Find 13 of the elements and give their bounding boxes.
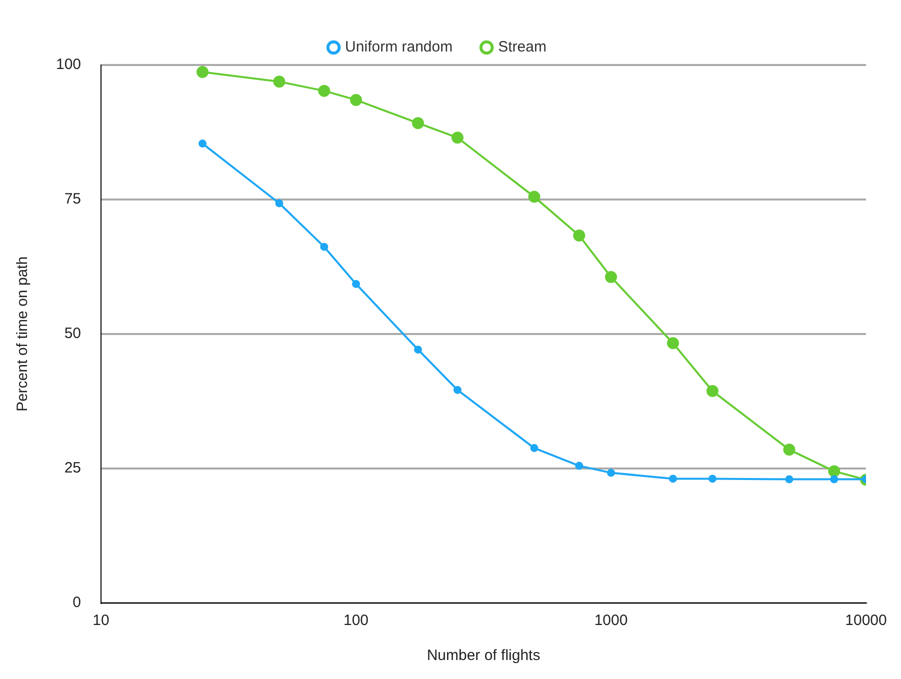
x-tick-label: 1000 — [594, 612, 628, 630]
x-tick-label: 10000 — [845, 612, 887, 630]
y-tick-label: 50 — [64, 325, 82, 342]
y-tick-label: 75 — [64, 190, 82, 208]
y-tick-label: 0 — [72, 594, 82, 612]
legend-label: Uniform random — [345, 38, 453, 56]
x-tick-label: 100 — [344, 612, 369, 630]
x-tick-label: 10 — [92, 612, 110, 630]
y-tick-label: 100 — [56, 56, 82, 74]
y-tick-label: 25 — [64, 460, 82, 477]
legend-label: Stream — [498, 38, 546, 56]
x-axis-title: Number of flights — [426, 647, 540, 664]
y-axis-title: Percent of time on path — [14, 256, 32, 412]
